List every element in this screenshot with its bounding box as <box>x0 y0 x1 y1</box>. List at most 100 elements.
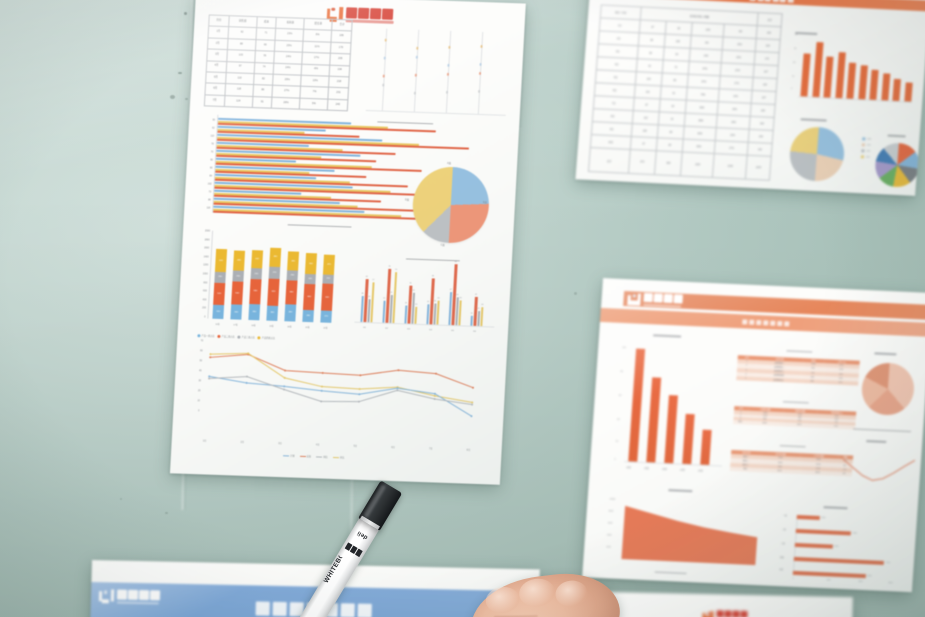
chart-title <box>800 118 827 122</box>
table-header-cell: 毛利率 <box>275 17 305 30</box>
table-cell: 5% <box>299 97 329 111</box>
pie-disc <box>787 125 847 183</box>
axis-tick-label: 90 <box>210 158 214 162</box>
data-point <box>471 401 474 404</box>
table-cell: 13% <box>300 75 330 88</box>
poster-bottom-right[interactable] <box>606 592 853 617</box>
bar-value-label: 320 <box>216 310 221 314</box>
data-point <box>383 56 387 60</box>
axis-tick-label: 2000 <box>204 230 211 233</box>
table-cell: 7月 <box>204 94 225 107</box>
table-cell: 71 <box>255 27 276 41</box>
axis-tick-label: 5季度 <box>697 470 703 473</box>
bar-value-label: 480 <box>237 259 241 262</box>
axis-tick-label: 17年 <box>233 324 238 327</box>
table-cell: 11% <box>302 41 332 54</box>
bar-value-label: 380 <box>252 310 257 314</box>
bar-value-label: 74 <box>394 268 398 271</box>
poster-mid-right[interactable]: 100 80 60 40 20 0 1季度 2季度 3季度 4季度 5季度 序号 业务名称 数量占… <box>582 278 925 593</box>
axis-tick-label: 88 <box>208 198 211 202</box>
wall-speck <box>574 292 577 295</box>
pie-disc <box>860 361 916 417</box>
table-cell: 243 <box>327 98 348 111</box>
table-title <box>779 444 806 448</box>
bar-value-label: 400 <box>288 311 293 314</box>
axis-tick-label: 0 <box>204 316 206 319</box>
bar <box>392 271 398 324</box>
chart-legend: 计划 实际 同比 环比 <box>283 453 345 459</box>
data-point <box>208 375 211 378</box>
stacked-bar: 500 220 600 290 <box>302 252 318 323</box>
chart-caption <box>405 257 460 262</box>
data-point <box>446 72 450 76</box>
data-point <box>471 403 474 406</box>
table-cell: 194 <box>329 64 350 77</box>
chart-title <box>823 506 848 510</box>
bar <box>628 348 646 462</box>
legend-label: 计划 <box>289 455 295 458</box>
bar-value-label: 4400 <box>852 532 858 535</box>
data-point <box>209 356 212 359</box>
table-cell: 218 <box>328 76 350 89</box>
legend-item: 计划 <box>283 453 295 458</box>
table-title <box>786 349 813 353</box>
h-monogram-logo-icon <box>627 293 642 306</box>
table-cell: 103 <box>226 49 256 63</box>
bar-value-label: 580 <box>253 290 258 293</box>
bar-value-label: 26 <box>404 302 408 305</box>
table-cell: 86 <box>252 84 273 97</box>
axis-tick-label: 62 <box>211 126 215 130</box>
poster-mr-pie-chart <box>851 352 925 435</box>
legend-item: 28% <box>862 137 872 141</box>
poster-main-analysis[interactable]: 月份 销售额 成本 毛利率 增长率 合计 1月 92 71 23% 8% 186 2月 88 66 25% 11… <box>169 0 526 485</box>
data-point <box>414 73 418 77</box>
bar-segment: 260 <box>214 271 226 284</box>
table-cell: 7% <box>300 86 329 99</box>
table-header-cell: 增长率 <box>303 18 333 31</box>
bar-value-label: 21 <box>477 308 480 311</box>
bar-value-label: 520 <box>217 292 222 296</box>
data-point <box>396 387 399 390</box>
data-point <box>434 372 437 375</box>
poster-mr-bar-chart: 100 80 60 40 20 0 1季度 2季度 3季度 4季度 5季度 <box>613 333 731 480</box>
table-cell: 24% <box>274 51 303 64</box>
bar-segment: 430 <box>287 251 300 271</box>
table-cell: 91 <box>251 96 273 109</box>
poster-top-right[interactable]: 项目 / 月份 各项业务收入明细 合计 1月 87 96 12% 6% 183 2月 96 108… <box>575 0 925 196</box>
data-point <box>320 389 323 392</box>
table-cell: 12% <box>822 379 859 386</box>
table-cell: 5 <box>736 376 756 382</box>
table-header-cell: 月份 <box>208 14 229 28</box>
bar-value-label: 47 <box>449 289 452 292</box>
h-monogram-logo-icon <box>98 589 115 604</box>
data-table: 项目名称 本年完成额 上年完成额 增幅 项目一 2180 1860 17% 项目二 1640 152… <box>729 431 855 477</box>
axis-tick-label: 73 <box>208 190 212 194</box>
table-cell: 480 <box>801 379 823 385</box>
bar-value-label: 55 <box>409 282 412 285</box>
table-header-cell: 成本 <box>256 16 277 29</box>
table-cell: 231 <box>328 87 349 100</box>
axis-tick-label: 600 <box>202 290 207 293</box>
axis-tick-label: G2 <box>385 327 389 330</box>
bar-segment: 440 <box>251 249 264 269</box>
bar-value-label: 620 <box>271 290 276 294</box>
axis-tick-label: 78 <box>211 142 214 146</box>
data-point <box>245 381 248 384</box>
h-monogram-logo-icon <box>702 610 714 617</box>
data-point <box>415 55 419 59</box>
data-point <box>320 385 323 388</box>
data-point <box>208 377 211 380</box>
axis-tick-label: 2月 <box>240 441 245 444</box>
legend-item: 26% <box>861 149 871 153</box>
pie-slice-label: B类 <box>482 201 488 205</box>
data-point <box>283 388 286 391</box>
axis-tick-label: 1季度 <box>625 467 631 470</box>
axis-tick-label: 21年 <box>305 326 310 330</box>
axis-tick-label: 50 <box>199 360 203 363</box>
chart-caption <box>853 427 912 433</box>
data-point <box>381 83 385 87</box>
table-header-cell: 销售额 <box>228 15 257 28</box>
axis-tick-label: 4月 <box>315 444 320 447</box>
table-cell: 17% <box>302 52 331 65</box>
